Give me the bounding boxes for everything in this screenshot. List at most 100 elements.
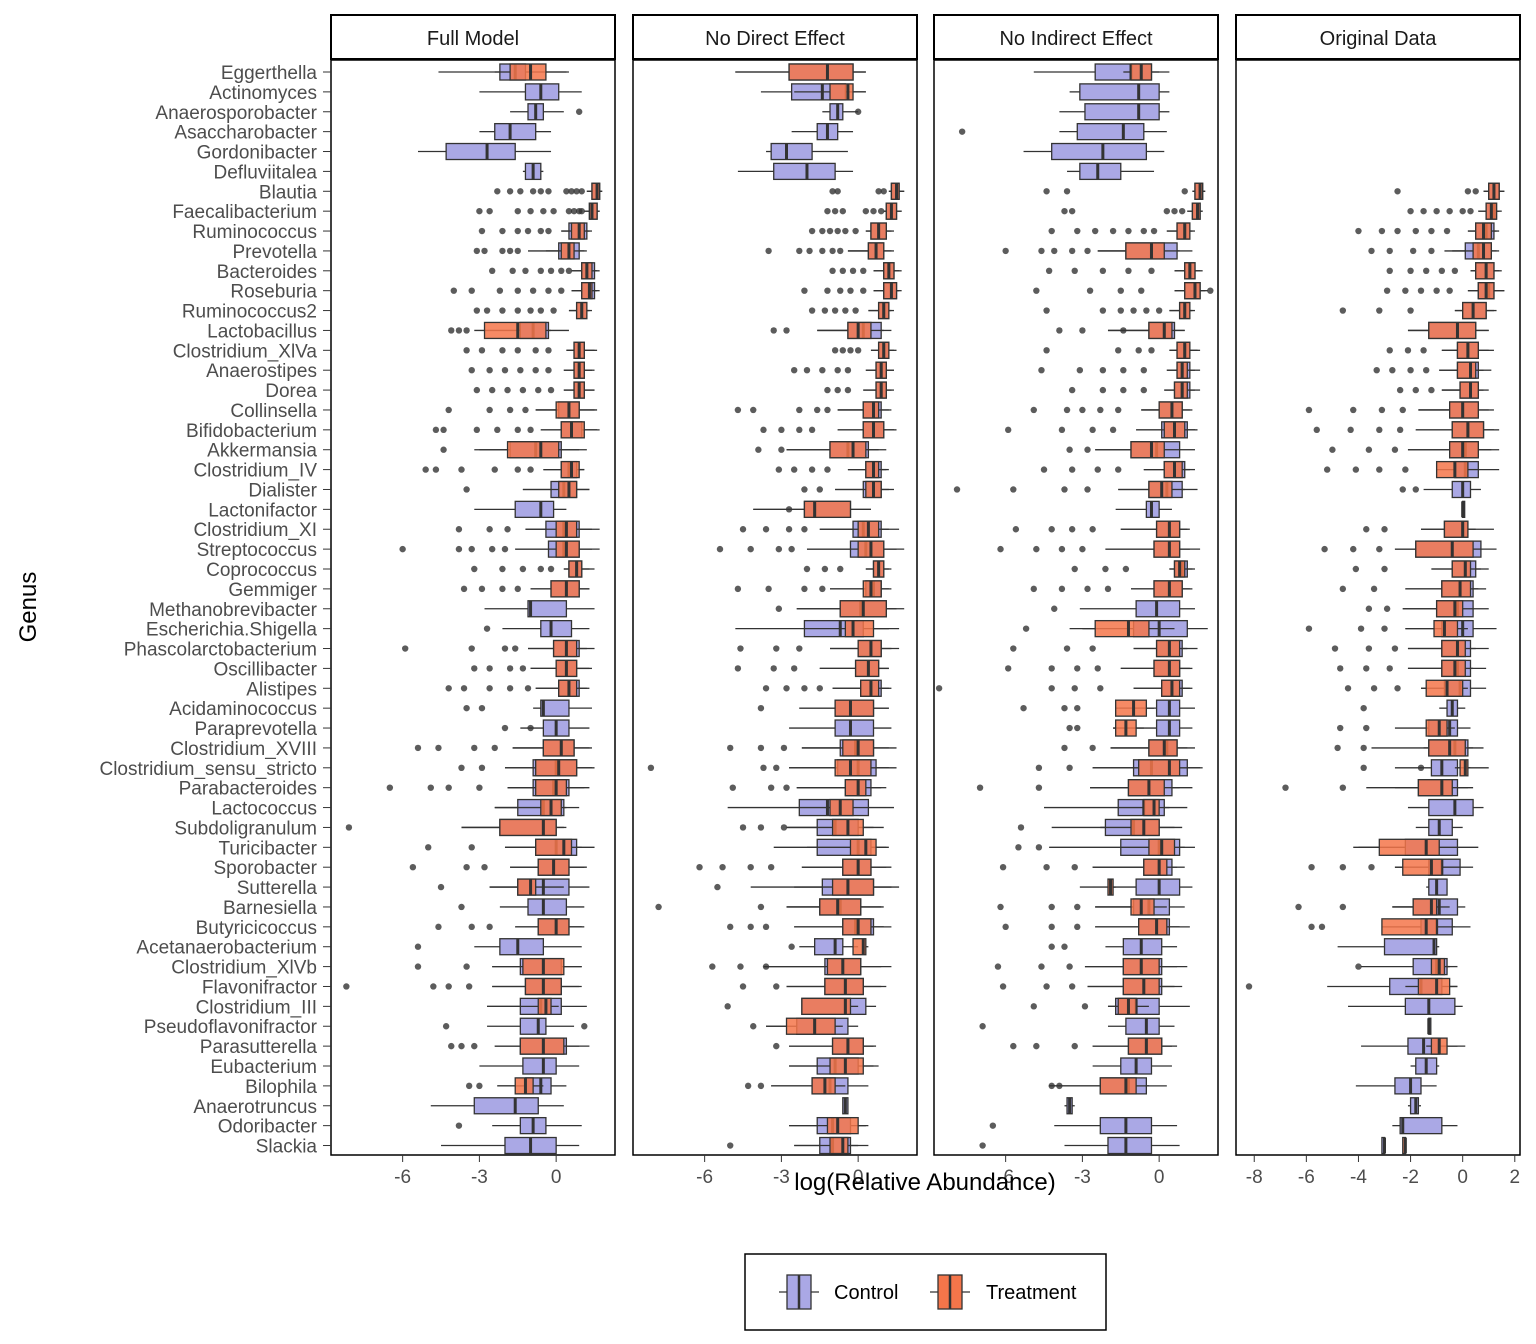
outlier-point	[563, 188, 570, 195]
outlier-point	[1423, 367, 1430, 374]
outlier-point	[1140, 386, 1148, 394]
outlier-point	[409, 864, 417, 871]
outlier-point	[463, 864, 470, 871]
row-methanobrevibacter	[484, 600, 595, 618]
outlier-point	[1399, 406, 1406, 414]
outlier-point	[1339, 307, 1347, 314]
outlier-point	[514, 227, 521, 235]
outlier-point	[1104, 585, 1112, 593]
facet-title: No Indirect Effect	[999, 28, 1152, 50]
outlier-point	[739, 983, 747, 990]
outlier-point	[1035, 784, 1043, 791]
outlier-point	[476, 1082, 483, 1090]
control-box	[834, 719, 875, 737]
treatment-box	[1122, 977, 1160, 996]
outlier-point	[1363, 724, 1370, 732]
legend-label: Treatment	[986, 1282, 1077, 1304]
outlier-point	[1038, 963, 1045, 970]
outlier-point	[578, 188, 585, 195]
outlier-point	[1352, 565, 1360, 573]
treatment-box	[1451, 560, 1472, 578]
outlier-point	[478, 227, 486, 235]
outlier-point	[491, 744, 498, 752]
outlier-point	[696, 864, 703, 871]
outlier-point	[829, 188, 836, 195]
outlier-point	[877, 207, 885, 215]
row-clostridium-iv	[1040, 460, 1195, 479]
outlier-point	[537, 188, 545, 195]
outlier-point	[547, 565, 555, 573]
outlier-point	[729, 784, 736, 791]
outlier-point	[499, 585, 506, 593]
outlier-point	[501, 645, 509, 652]
row-clostridium-iii	[1030, 997, 1190, 1016]
row-faecalibacterium	[824, 202, 902, 220]
outlier-point	[829, 247, 836, 255]
treatment-box	[1099, 1077, 1137, 1095]
outlier-point	[1099, 386, 1107, 394]
x-tick-label: 0	[853, 1167, 864, 1188]
outlier-point	[767, 784, 775, 791]
outlier-point	[1402, 466, 1409, 473]
row-slackia	[727, 1136, 869, 1155]
treatment-box	[1127, 779, 1165, 797]
genus-label: Gemmiger	[228, 580, 317, 601]
outlier-point	[796, 247, 803, 255]
row-streptococcus	[1321, 540, 1497, 558]
outlier-point	[1402, 287, 1409, 294]
row-akkermansia	[1066, 441, 1195, 459]
treatment-box	[1115, 699, 1148, 717]
row-butyricicoccus	[435, 918, 585, 936]
outlier-point	[442, 1023, 450, 1030]
x-tick-label: -2	[1402, 1167, 1419, 1188]
treatment-box	[1138, 759, 1181, 777]
outlier-point	[450, 287, 458, 294]
genus-label: Ruminococcus2	[182, 302, 317, 323]
treatment-box	[1094, 619, 1150, 638]
outlier-point	[801, 287, 808, 294]
control-box	[1394, 1077, 1422, 1095]
outlier-point	[1313, 426, 1320, 434]
outlier-point	[1048, 227, 1055, 235]
control-box	[540, 619, 573, 638]
facet-title: No Direct Effect	[705, 28, 845, 50]
outlier-point	[762, 923, 770, 931]
row-slackia	[1381, 1136, 1407, 1155]
outlier-point	[808, 426, 816, 434]
outlier-point	[496, 287, 504, 294]
row-lactobacillus	[770, 321, 892, 340]
outlier-point	[775, 605, 783, 612]
genus-label: Ruminococcus	[192, 222, 317, 243]
outlier-point	[1084, 585, 1091, 593]
row-gemmiger	[734, 580, 892, 598]
outlier-point	[837, 247, 844, 255]
outlier-point	[1115, 406, 1122, 414]
x-tick-label: -3	[1074, 1167, 1091, 1188]
row-prevotella	[1368, 242, 1500, 260]
outlier-point	[1446, 287, 1453, 294]
outlier-point	[529, 188, 537, 195]
row-paraprevotella	[1066, 719, 1193, 737]
outlier-point	[519, 386, 527, 394]
outlier-point	[471, 565, 478, 573]
treatment-box	[1441, 639, 1466, 658]
treatment-box	[819, 898, 862, 916]
outlier-point	[1010, 1042, 1017, 1050]
row-eubacterium	[789, 1057, 879, 1075]
outlier-point	[824, 466, 831, 473]
outlier-point	[770, 665, 777, 672]
row-ruminococcus2	[1043, 301, 1195, 320]
outlier-point	[821, 565, 829, 573]
row-dorea	[1396, 381, 1489, 399]
treatment-box	[1415, 540, 1474, 558]
outlier-point	[780, 744, 788, 752]
row-prevotella	[1002, 242, 1193, 260]
x-axis-title: log(Relative Abundance)	[794, 1169, 1056, 1196]
outlier-point	[831, 307, 839, 314]
outlier-point	[1370, 585, 1378, 593]
outlier-point	[435, 744, 442, 752]
outlier-point	[824, 386, 831, 394]
outlier-point	[770, 327, 777, 334]
facet-no-direct-effect: No Direct Effect -6 -3 0	[632, 14, 918, 1188]
outlier-point	[1089, 526, 1096, 533]
